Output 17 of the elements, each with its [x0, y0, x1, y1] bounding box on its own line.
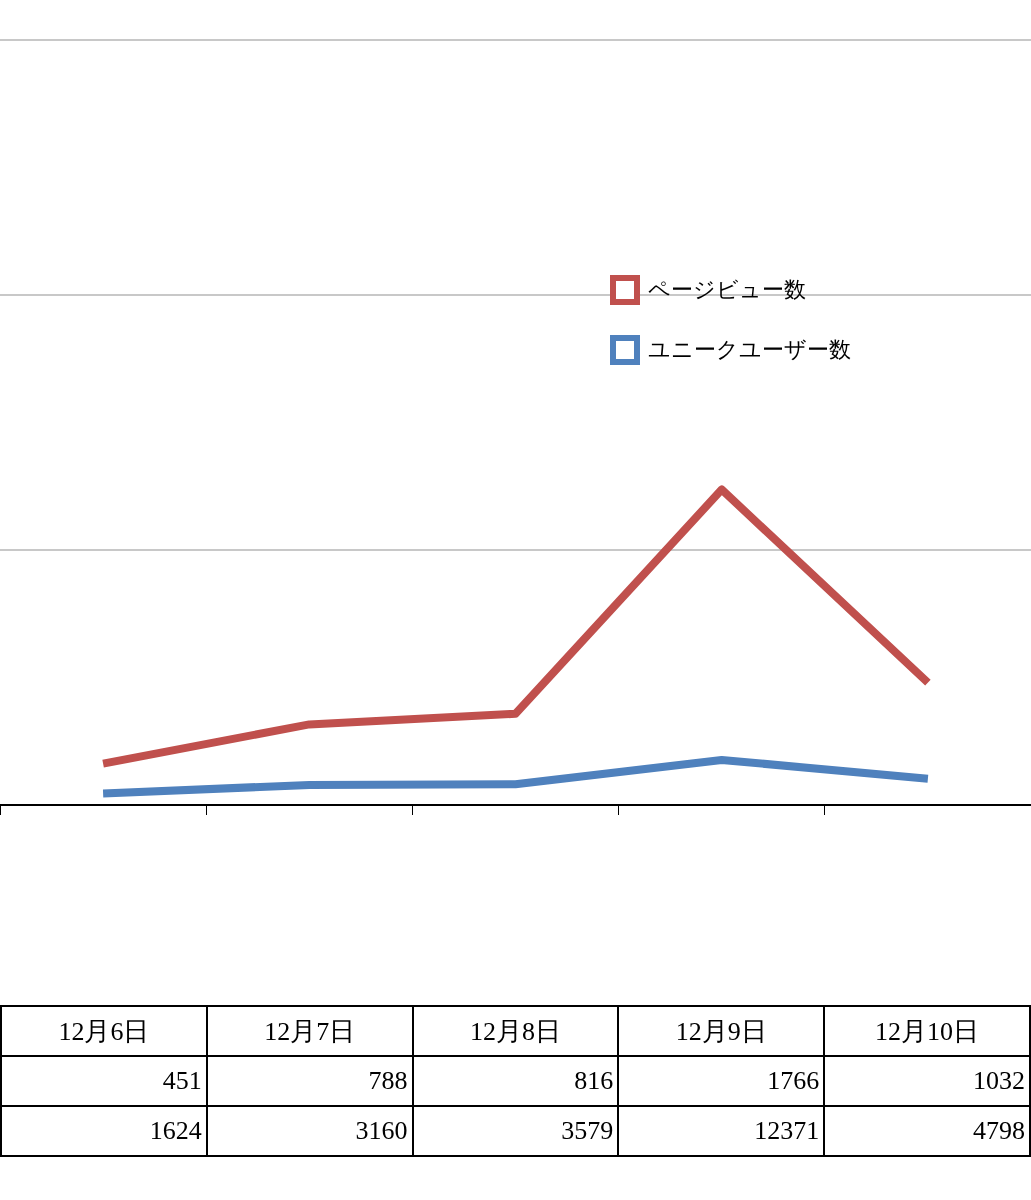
- data-label: 451: [1, 1056, 207, 1106]
- x-tick-label: 12月9日: [618, 1006, 825, 1056]
- data-label: 12371: [618, 1106, 825, 1156]
- x-tick-label: 12月10日: [824, 1006, 1030, 1056]
- data-label: 816: [412, 1056, 619, 1106]
- data-label: 1624: [1, 1106, 207, 1156]
- data-label: 3579: [412, 1106, 619, 1156]
- data-label: 3160: [206, 1106, 413, 1156]
- data-label: 1032: [824, 1056, 1030, 1106]
- data-label: 788: [206, 1056, 413, 1106]
- legend-label: ページビュー数: [648, 276, 806, 304]
- x-tick-label: 12月6日: [1, 1006, 207, 1056]
- legend-label: ユニークユーザー数: [648, 336, 851, 364]
- data-label: 1766: [618, 1056, 825, 1106]
- x-tick-label: 12月8日: [412, 1006, 619, 1056]
- x-tick-label: 12月7日: [206, 1006, 413, 1056]
- data-label: 4798: [824, 1106, 1030, 1156]
